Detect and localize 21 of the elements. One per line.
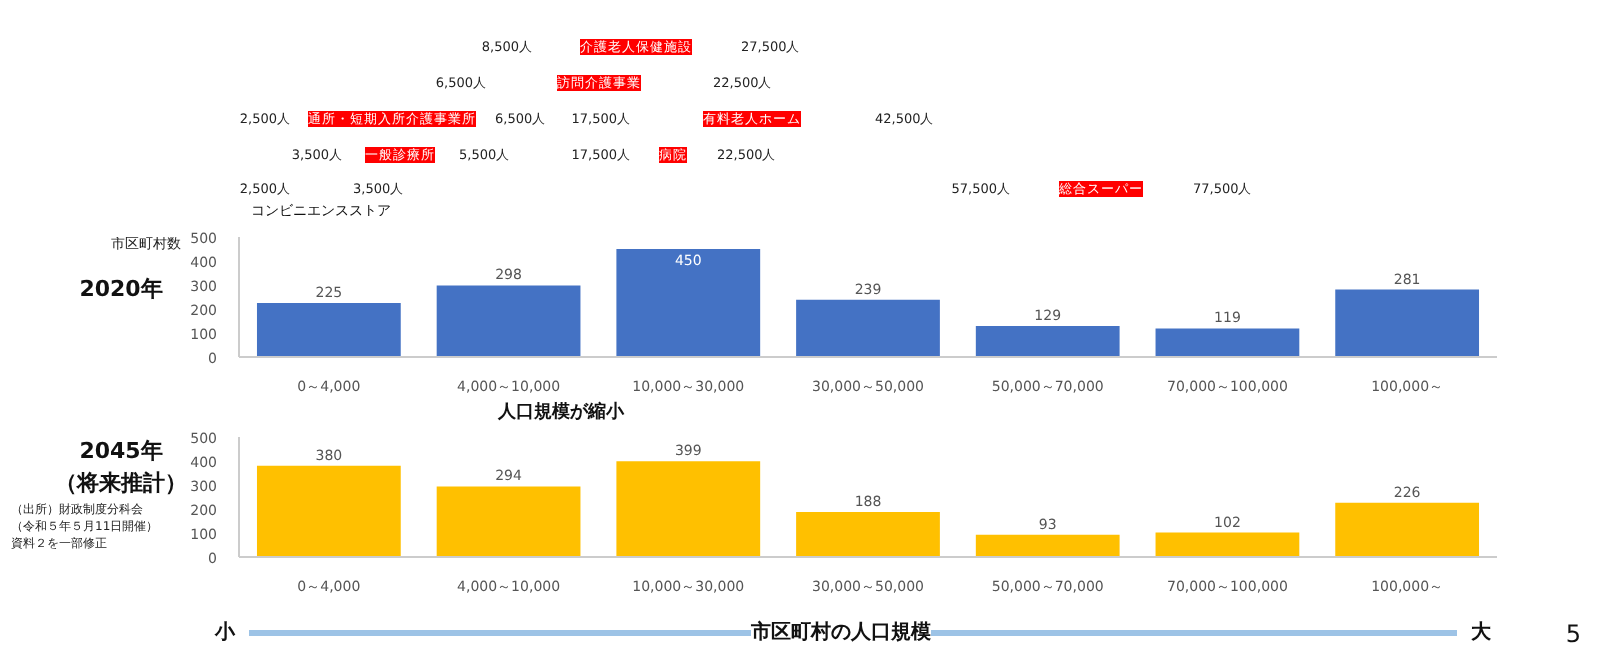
- bar: [796, 511, 940, 557]
- bar: [796, 299, 940, 357]
- bar: [436, 486, 581, 557]
- bar: [616, 249, 761, 357]
- bar: [256, 303, 401, 357]
- bar: [1335, 289, 1480, 357]
- bar: [1155, 532, 1300, 557]
- bar: [975, 326, 1120, 357]
- text: 小: [213, 620, 237, 644]
- text: 大: [1469, 620, 1493, 644]
- bar: [256, 465, 401, 557]
- bar: [1155, 328, 1300, 357]
- text: 2045年（将来推計）: [55, 438, 187, 496]
- text: 2020年: [79, 276, 163, 303]
- bar: [975, 534, 1120, 557]
- bar: [616, 461, 761, 557]
- x-axis-title: 市区町村の人口規模: [749, 620, 933, 644]
- text: 人口規模が縮小: [496, 401, 626, 423]
- bar: [436, 285, 581, 357]
- bar: [1335, 502, 1480, 557]
- text: 5: [1565, 620, 1582, 648]
